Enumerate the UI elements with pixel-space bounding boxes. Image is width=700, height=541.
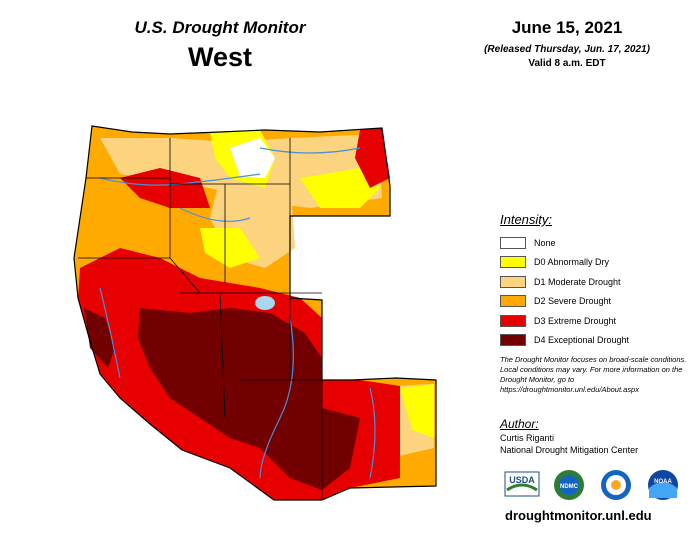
usda-logo: USDA: [504, 471, 540, 497]
legend-item-d0: D0 Abnormally Dry: [500, 253, 690, 273]
map-date: June 15, 2021: [511, 18, 623, 37]
doc-logo: [601, 470, 631, 500]
author-block: Author: Curtis Riganti National Drought …: [500, 417, 695, 455]
legend-label: D4 Exceptional Drought: [534, 335, 630, 346]
d0-area-northeast: [300, 168, 380, 208]
title-block: U.S. Drought Monitor West: [110, 18, 330, 73]
legend-swatch: [500, 236, 526, 249]
usda-logo-text: USDA: [509, 475, 535, 485]
d0-area-wyoming: [200, 228, 260, 268]
d3-area-northeast: [355, 128, 390, 188]
legend-item-d1: D1 Moderate Drought: [500, 272, 690, 292]
drought-map: [73, 125, 437, 501]
map-subtitle: U.S. Drought Monitor: [134, 18, 306, 37]
ndmc-logo-text: NDMC: [560, 484, 579, 490]
legend-item-d2: D2 Severe Drought: [500, 292, 690, 312]
legend-swatch: [500, 295, 526, 308]
release-date: (Released Thursday, Jun. 17, 2021): [484, 44, 650, 55]
state-boundaries: [78, 138, 323, 500]
legend-item-d3: D3 Extreme Drought: [500, 311, 690, 331]
noaa-logo-text: NOAA: [654, 479, 672, 485]
legend-label: D0 Abnormally Dry: [534, 257, 610, 268]
author-heading: Author:: [500, 417, 539, 431]
valid-time: Valid 8 a.m. EDT: [528, 58, 606, 69]
legend-item-d4: D4 Exceptional Drought: [500, 331, 690, 351]
legend-label: D3 Extreme Drought: [534, 315, 617, 326]
legend-swatch: [500, 275, 526, 288]
legend-label: None: [534, 237, 556, 248]
d4-area-southwest: [138, 308, 360, 490]
legend-swatch: [500, 334, 526, 347]
legend-swatch: [500, 314, 526, 327]
no-drought-area: [230, 138, 275, 178]
partner-logos: USDA NDMC NOAA: [504, 470, 678, 500]
map-title: West: [187, 42, 253, 72]
river-sacramento: [99, 287, 121, 379]
legend: Intensity: None D0 Abnormally Dry D1 Mod…: [500, 212, 690, 350]
legend-title: Intensity:: [500, 212, 553, 227]
d4-area-california: [84, 308, 115, 368]
river-missouri: [259, 147, 361, 154]
river-rio-grande: [369, 387, 376, 479]
site-url: droughtmonitor.unl.edu: [505, 508, 652, 523]
legend-label: D2 Severe Drought: [534, 296, 612, 307]
author-name: Curtis Riganti: [500, 433, 555, 443]
region-outline: [73, 125, 437, 501]
great-salt-lake: [255, 296, 275, 310]
ndmc-logo: NDMC: [554, 470, 584, 500]
disclaimer-note: The Drought Monitor focuses on broad-sca…: [500, 355, 687, 394]
date-block: June 15, 2021 (Released Thursday, Jun. 1…: [462, 18, 672, 69]
d0-area-newmexico: [400, 384, 434, 438]
river-colorado: [259, 317, 294, 479]
legend-label: D1 Moderate Drought: [534, 276, 621, 287]
legend-swatch: [500, 256, 526, 269]
river-snake: [179, 207, 251, 222]
noaa-logo: NOAA: [648, 470, 678, 500]
legend-item-none: None: [500, 233, 690, 253]
author-org: National Drought Mitigation Center: [500, 445, 639, 455]
